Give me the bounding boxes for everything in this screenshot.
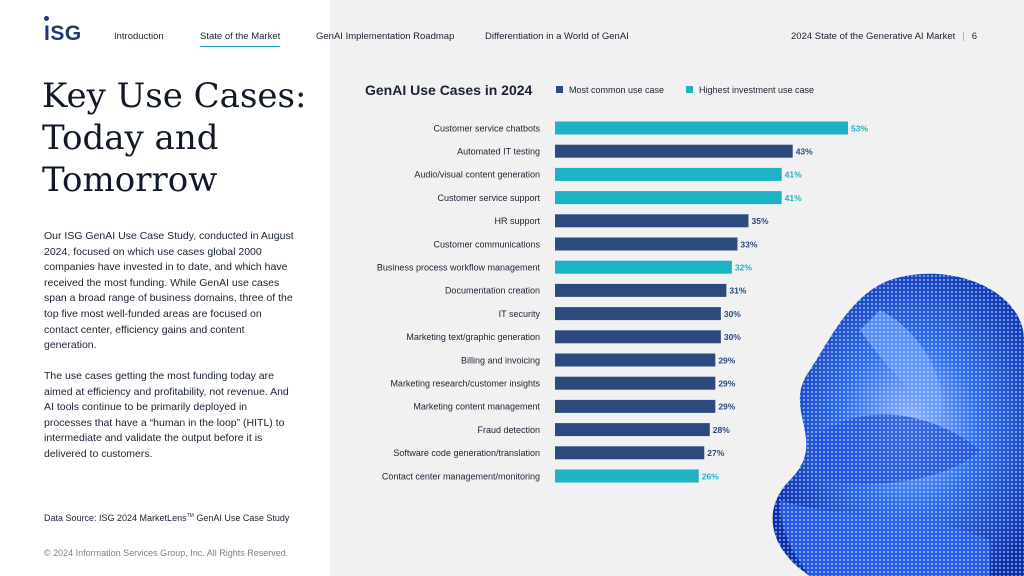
bar: [555, 423, 710, 437]
page-title: Key Use Cases: Today and Tomorrow: [42, 76, 307, 200]
logo-dot: [44, 16, 49, 21]
value-label: 29%: [718, 379, 735, 389]
value-label: 27%: [707, 448, 724, 458]
category-label: Customer communications: [433, 239, 540, 249]
isg-logo[interactable]: ISG: [44, 22, 82, 45]
bar: [555, 283, 727, 297]
value-label: 41%: [785, 193, 802, 203]
category-label: Contact center management/monitoring: [382, 471, 540, 481]
page-number: 6: [971, 31, 978, 42]
bar: [555, 237, 738, 251]
bar: [555, 399, 716, 413]
copyright: © 2024 Information Services Group, Inc. …: [44, 548, 289, 558]
category-label: HR support: [494, 216, 540, 226]
category-label: Marketing content management: [413, 402, 540, 412]
category-label: IT security: [499, 309, 541, 319]
nav-differentiation[interactable]: Differentiation in a World of GenAI: [485, 31, 629, 42]
value-label: 43%: [796, 147, 813, 157]
report-title: 2024 State of the Generative AI Market: [791, 31, 956, 42]
category-label: Billing and invoicing: [461, 355, 540, 365]
nav-introduction[interactable]: Introduction: [114, 31, 164, 42]
nav-state-of-the-market[interactable]: State of the Market: [200, 31, 281, 47]
bar: [555, 330, 721, 344]
category-label: Marketing research/customer insights: [390, 379, 540, 389]
bar: [555, 121, 848, 135]
category-label: Automated IT testing: [457, 147, 540, 157]
category-label: Marketing text/graphic generation: [406, 332, 540, 342]
category-label: Audio/visual content generation: [414, 170, 540, 180]
nav-genai-implementation-roadmap[interactable]: GenAI Implementation Roadmap: [316, 31, 455, 42]
value-label: 33%: [740, 239, 757, 249]
data-source: Data Source: ISG 2024 MarketLensTM GenAI…: [44, 513, 289, 523]
category-label: Documentation creation: [445, 286, 540, 296]
source-prefix: Data Source: ISG 2024 MarketLens: [44, 513, 187, 523]
value-label: 41%: [785, 170, 802, 180]
header-separator: |: [962, 31, 965, 42]
bar: [555, 214, 749, 228]
source-suffix: GenAI Use Case Study: [193, 513, 290, 523]
category-label: Business process workflow management: [377, 263, 541, 273]
value-label: 31%: [729, 286, 746, 296]
bar: [555, 260, 732, 274]
value-label: 32%: [735, 263, 752, 273]
category-label: Customer service chatbots: [433, 123, 540, 133]
value-label: 26%: [702, 471, 719, 481]
value-label: 30%: [724, 309, 741, 319]
bar: [555, 144, 793, 158]
legend-swatch-common: [556, 86, 563, 94]
chart-title: GenAI Use Cases in 2024: [365, 82, 533, 98]
ribbon-dots: [772, 273, 1024, 576]
value-label: 30%: [724, 332, 741, 342]
report-header: 2024 State of the Generative AI Market | 6: [791, 31, 977, 42]
bar: [555, 469, 699, 483]
category-label: Customer service support: [437, 193, 540, 203]
bar: [555, 307, 721, 321]
legend-label-investment: Highest investment use case: [699, 85, 815, 95]
decorative-ribbon-art: [772, 273, 1024, 576]
bar: [555, 376, 716, 390]
value-label: 53%: [851, 123, 868, 133]
bar-chart: Customer service chatbots 53% Automated IT…: [377, 121, 868, 483]
bar: [555, 446, 705, 460]
body-paragraph-2: The use cases getting the most funding t…: [44, 370, 289, 460]
category-label: Software code generation/translation: [393, 448, 540, 458]
legend-most-common: Most common use case: [556, 85, 664, 95]
trademark: TM: [186, 513, 194, 519]
body-paragraph-1: Our ISG GenAI Use Case Study, conducted …: [44, 230, 294, 352]
bar: [555, 191, 782, 205]
legend-highest-investment: Highest investment use case: [686, 85, 814, 95]
bar: [555, 353, 716, 367]
legend-swatch-investment: [686, 86, 693, 94]
value-label: 28%: [713, 425, 730, 435]
value-label: 29%: [718, 402, 735, 412]
bar: [555, 167, 782, 181]
category-label: Fraud detection: [477, 425, 540, 435]
value-label: 29%: [718, 355, 735, 365]
value-label: 35%: [751, 216, 768, 226]
legend-label-common: Most common use case: [569, 85, 665, 95]
